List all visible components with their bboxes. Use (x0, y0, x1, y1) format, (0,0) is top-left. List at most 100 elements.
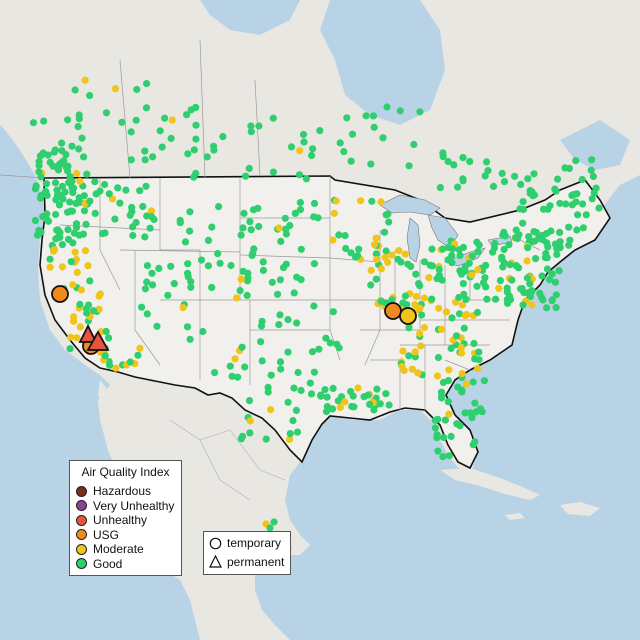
monitor-marker[interactable] (184, 260, 192, 268)
monitor-marker[interactable] (411, 301, 419, 309)
monitor-marker[interactable] (459, 243, 467, 251)
monitor-marker[interactable] (459, 154, 467, 162)
monitor-marker[interactable] (377, 297, 385, 305)
monitor-marker[interactable] (231, 355, 239, 363)
monitor-marker[interactable] (377, 265, 385, 273)
monitor-marker[interactable] (420, 323, 429, 332)
monitor-marker[interactable] (67, 258, 75, 266)
monitor-marker[interactable] (341, 398, 349, 406)
monitor-marker[interactable] (466, 157, 474, 166)
monitor-marker[interactable] (401, 250, 409, 258)
monitor-marker[interactable] (176, 219, 184, 227)
monitor-marker[interactable] (308, 348, 317, 356)
monitor-marker[interactable] (428, 295, 436, 303)
monitor-marker[interactable] (132, 218, 140, 227)
monitor-marker[interactable] (588, 156, 596, 164)
monitor-marker[interactable] (211, 369, 219, 377)
monitor-marker[interactable] (275, 224, 283, 232)
monitor-marker[interactable] (454, 383, 462, 391)
monitor-marker[interactable] (310, 302, 318, 310)
monitor-marker[interactable] (190, 146, 198, 154)
monitor-marker[interactable] (445, 410, 453, 418)
monitor-marker[interactable] (473, 238, 481, 246)
monitor-marker[interactable] (67, 333, 75, 341)
usg-monitor-marker[interactable] (384, 302, 402, 320)
monitor-marker[interactable] (466, 409, 474, 417)
monitor-marker[interactable] (52, 235, 60, 243)
monitor-marker[interactable] (457, 349, 466, 357)
monitor-marker[interactable] (98, 230, 107, 238)
monitor-marker[interactable] (525, 233, 533, 241)
monitor-marker[interactable] (540, 205, 548, 213)
monitor-marker[interactable] (340, 148, 348, 156)
monitor-marker[interactable] (114, 184, 122, 192)
monitor-marker[interactable] (255, 222, 263, 231)
monitor-marker[interactable] (116, 199, 124, 207)
monitor-marker[interactable] (473, 308, 482, 317)
monitor-marker[interactable] (238, 343, 246, 351)
monitor-marker[interactable] (284, 348, 292, 356)
monitor-marker[interactable] (274, 290, 282, 298)
monitor-marker[interactable] (239, 224, 247, 232)
monitor-marker[interactable] (192, 121, 200, 129)
monitor-marker[interactable] (441, 416, 449, 424)
unhealthy-permanent-marker[interactable] (86, 330, 110, 351)
monitor-marker[interactable] (69, 239, 77, 247)
monitor-marker[interactable] (264, 388, 272, 396)
monitor-marker[interactable] (90, 307, 98, 315)
monitor-marker[interactable] (208, 223, 216, 231)
monitor-marker[interactable] (214, 250, 222, 258)
monitor-marker[interactable] (366, 400, 374, 408)
monitor-marker[interactable] (523, 274, 532, 282)
monitor-marker[interactable] (426, 261, 434, 269)
monitor-marker[interactable] (474, 248, 482, 256)
monitor-marker[interactable] (293, 273, 301, 281)
monitor-marker[interactable] (155, 264, 163, 272)
monitor-marker[interactable] (438, 392, 446, 400)
monitor-marker[interactable] (257, 338, 265, 346)
monitor-marker[interactable] (139, 202, 147, 211)
monitor-marker[interactable] (460, 324, 468, 332)
monitor-marker[interactable] (147, 207, 155, 215)
monitor-marker[interactable] (436, 184, 444, 192)
monitor-marker[interactable] (143, 278, 151, 286)
monitor-marker[interactable] (543, 265, 552, 273)
monitor-marker[interactable] (481, 274, 489, 282)
monitor-marker[interactable] (83, 170, 91, 178)
monitor-marker[interactable] (317, 392, 325, 400)
monitor-marker[interactable] (84, 262, 92, 270)
monitor-marker[interactable] (250, 245, 258, 253)
monitor-marker[interactable] (132, 116, 140, 124)
monitor-marker[interactable] (482, 283, 490, 291)
monitor-marker[interactable] (551, 185, 559, 193)
monitor-marker[interactable] (153, 322, 161, 330)
monitor-marker[interactable] (269, 168, 277, 176)
monitor-marker[interactable] (543, 304, 551, 312)
monitor-marker[interactable] (348, 130, 357, 138)
monitor-marker[interactable] (369, 112, 377, 120)
monitor-marker[interactable] (553, 250, 561, 258)
monitor-marker[interactable] (286, 221, 294, 230)
monitor-marker[interactable] (186, 227, 194, 235)
monitor-marker[interactable] (411, 348, 419, 356)
monitor-marker[interactable] (416, 108, 424, 116)
monitor-marker[interactable] (246, 417, 254, 425)
monitor-marker[interactable] (31, 185, 39, 193)
monitor-marker[interactable] (105, 190, 113, 198)
monitor-marker[interactable] (240, 209, 248, 217)
monitor-marker[interactable] (187, 278, 195, 286)
moderate-monitor-marker[interactable] (399, 307, 417, 325)
monitor-marker[interactable] (232, 294, 241, 302)
monitor-marker[interactable] (102, 327, 110, 336)
monitor-marker[interactable] (448, 314, 456, 322)
monitor-marker[interactable] (102, 109, 110, 117)
monitor-marker[interactable] (141, 147, 149, 155)
monitor-marker[interactable] (111, 215, 119, 223)
monitor-marker[interactable] (294, 368, 302, 377)
monitor-marker[interactable] (471, 399, 479, 407)
monitor-marker[interactable] (532, 255, 540, 263)
monitor-marker[interactable] (161, 114, 169, 122)
monitor-marker[interactable] (462, 380, 471, 388)
monitor-marker[interactable] (126, 358, 134, 366)
monitor-marker[interactable] (29, 119, 38, 127)
